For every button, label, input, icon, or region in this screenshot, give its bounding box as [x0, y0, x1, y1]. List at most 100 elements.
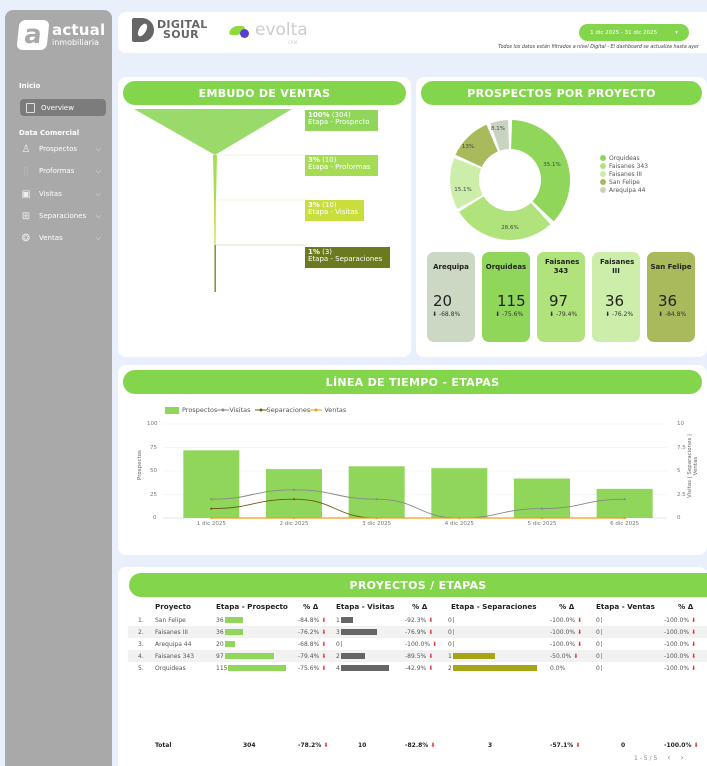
legend-item: Faisanes 343 [600, 162, 648, 170]
sidebar-item-visitas[interactable]: ▣ Visitas ⌵ [19, 186, 109, 202]
legend-item: Arequipa 44 [600, 186, 648, 194]
actual-logo-icon: a [16, 20, 50, 50]
date-range-label: 1 dic 2025 - 31 dic 2025 [590, 29, 658, 36]
section-inicio: Inicio [19, 82, 41, 90]
x-tick-label: 6 dic 2025 [610, 521, 640, 527]
kpi-card-faisanes-343: Faisanes 343 97 ⬇ -79.4% [537, 252, 585, 342]
bar-prospectos [596, 488, 653, 518]
table-header-row: Proyecto Etapa - Prospecto % Δ Etapa - V… [155, 601, 694, 611]
slice-faisanes-iii [450, 158, 483, 209]
brand-subtitle: inmobiliaria [52, 38, 100, 47]
grid-icon: ⊞ [21, 210, 31, 222]
digital-sour-icon [132, 18, 154, 42]
kpi-card-arequipa: Arequipa 20 ⬇ -68.8% [427, 252, 475, 342]
funnel-stage-separaciones: 1% (3) Etapa - Separaciones [305, 247, 390, 268]
sidebar-item-label: Visitas [39, 190, 62, 198]
chevron-down-icon: ⌵ [95, 166, 101, 175]
evolta-sub: CRM [288, 40, 298, 45]
pagination-label: 1 - 5 / 5 [634, 755, 658, 762]
arrow-down-icon: ⬇ [605, 311, 611, 318]
y-axis-label-left: Prospectos [137, 450, 143, 480]
sidebar-item-ventas[interactable]: ❂ Ventas ⌵ [19, 230, 109, 246]
sidebar-item-separaciones[interactable]: ⊞ Separaciones ⌵ [19, 208, 109, 224]
bar-prospectos [348, 466, 405, 518]
chevron-down-icon: ⌵ [95, 211, 101, 220]
timeline-chart [163, 423, 667, 520]
svg-text:28.6%: 28.6% [501, 225, 518, 231]
table-total-row: Total 304 -78.2% ⬇ 10 -82.8% ⬇ 3 -57.1% ⬇ 0… [155, 741, 699, 749]
funnel-stage-proformas: 3% (10) Etapa - Proformas [305, 155, 378, 176]
svg-text:15.1%: 15.1% [454, 187, 471, 193]
next-page-button[interactable]: › [680, 753, 684, 762]
svg-text:13%: 13% [462, 144, 474, 150]
table-row[interactable]: 2. Faisanes III 36 -76.2% ⬇ 3 -76.9% ⬇ 0 -100.0% ⬇… [128, 626, 707, 638]
slice-faisanes-343 [459, 196, 551, 240]
arrow-down-icon: ⬇ [658, 311, 664, 318]
sidebar-item-label: Overview [41, 103, 74, 112]
report-icon [26, 102, 35, 113]
arrow-down-icon: ⬇ [549, 311, 555, 318]
sidebar-item-proformas[interactable]: ▯ Proformas ⌵ [19, 163, 109, 179]
evolta-logo: evolta CRM [227, 20, 308, 45]
kpi-card-san-felipe: San Felipe 36 ⬇ -84.8% [647, 252, 695, 342]
person-icon: ♙ [21, 143, 31, 155]
table-row[interactable]: 3. Arequipa 44 20 -68.8% ⬇ 0 -100.0% ⬇ 0 -100.0% ⬇… [138, 640, 697, 648]
badge-icon: ❂ [21, 232, 31, 244]
y-axis-label-right: Visitas | Separaciones | Ventas [687, 434, 699, 498]
table-row[interactable]: 5. Orquideas 115 -75.6% ⬇ 4 -42.9% ⬇ 2 0.0% 0 -100.… [138, 664, 697, 672]
chevron-down-icon: ⌵ [95, 144, 101, 153]
bar-prospectos [266, 469, 322, 518]
arrow-down-icon: ⬇ [495, 311, 501, 318]
x-tick-label: 2 dic 2025 [279, 521, 309, 527]
x-tick-label: 4 dic 2025 [444, 521, 474, 527]
ds-line1: DIGITAL [157, 18, 208, 31]
svg-text:35.1%: 35.1% [543, 162, 560, 168]
section-data-comercial: Data Comercial [19, 129, 80, 137]
sidebar: a actual inmobiliaria Inicio Overview Da… [5, 10, 112, 766]
sidebar-item-label: Separaciones [39, 212, 87, 220]
bar-prospectos [431, 468, 488, 518]
sidebar-item-label: Ventas [39, 234, 63, 242]
funnel-stage-prospecto: 100% (304) Etapa - Prospecto [305, 110, 378, 131]
kpi-card-orquideas: Orquideas 115 ⬇ -75.6% [482, 252, 530, 342]
chevron-down-icon: ▾ [675, 29, 678, 36]
date-range-picker[interactable]: 1 dic 2025 - 31 dic 2025 ▾ [579, 24, 689, 41]
evolta-text: evolta [255, 20, 308, 40]
chevron-down-icon: ⌵ [95, 233, 101, 242]
pagination: 1 - 5 / 5 ‹ › [634, 753, 684, 763]
chevron-down-icon: ⌵ [95, 189, 101, 198]
svg-text:8.1%: 8.1% [491, 126, 505, 132]
legend-item: Faisanes III [600, 170, 648, 178]
slice-orquideas [511, 120, 571, 222]
sidebar-item-overview[interactable]: Overview [20, 99, 106, 116]
arrow-down-icon: ⬇ [432, 311, 438, 318]
prev-page-button[interactable]: ‹ [667, 753, 671, 762]
bar-prospectos [183, 450, 240, 518]
slice-arequipa [490, 120, 509, 151]
legend-item: San Felipe [600, 178, 648, 186]
slice-san-felipe [455, 124, 498, 167]
table-row[interactable]: 4. Faisanes 343 97 -79.4% ⬇ 2 -89.5% ⬇ 1 -50.0% ⬇ 0… [128, 650, 707, 662]
ds-line2: SOUR [163, 28, 199, 41]
brand-name: actual [52, 21, 106, 39]
funnel-chart [134, 109, 307, 292]
disclaimer-text: Todos los datos están filtrados a nivel … [498, 45, 699, 50]
donut-chart: 35.1% 28.6% 15.1% 13% 8.1% [450, 120, 571, 240]
donut-legend: Orquideas Faisanes 343 Faisanes III San … [600, 154, 648, 194]
funnel-stage-visitas: 3% (10) Etapa - Visitas [305, 200, 364, 221]
bar-prospectos [514, 478, 570, 518]
sidebar-item-prospectos[interactable]: ♙ Prospectos ⌵ [19, 141, 109, 157]
table-title: PROYECTOS / ETAPAS [129, 573, 707, 597]
legend-item: Orquideas [600, 154, 648, 162]
x-tick-label: 3 dic 2025 [362, 521, 392, 527]
table-panel [118, 567, 707, 766]
kpi-card-faisanes-iii: Faisanes III 36 ⬇ -76.2% [592, 252, 640, 342]
x-tick-label: 1 dic 2025 [196, 521, 226, 527]
table-row[interactable]: 1. San Felipe 36 -84.8% ⬇ 1 -92.3% ⬇ 0 -100.0% ⬇ 0-… [138, 616, 697, 624]
line-visitas [211, 489, 625, 519]
timeline-legend: Prospectos Visitas Separaciones Ventas [165, 406, 346, 414]
x-tick-label: 5 dic 2025 [527, 521, 557, 527]
prospectos-title: PROSPECTOS POR PROYECTO [421, 81, 702, 105]
funnel-title: EMBUDO DE VENTAS [123, 81, 406, 105]
header: DIGITAL SOUR evolta CRM 1 dic 2025 - 31 … [118, 12, 707, 53]
